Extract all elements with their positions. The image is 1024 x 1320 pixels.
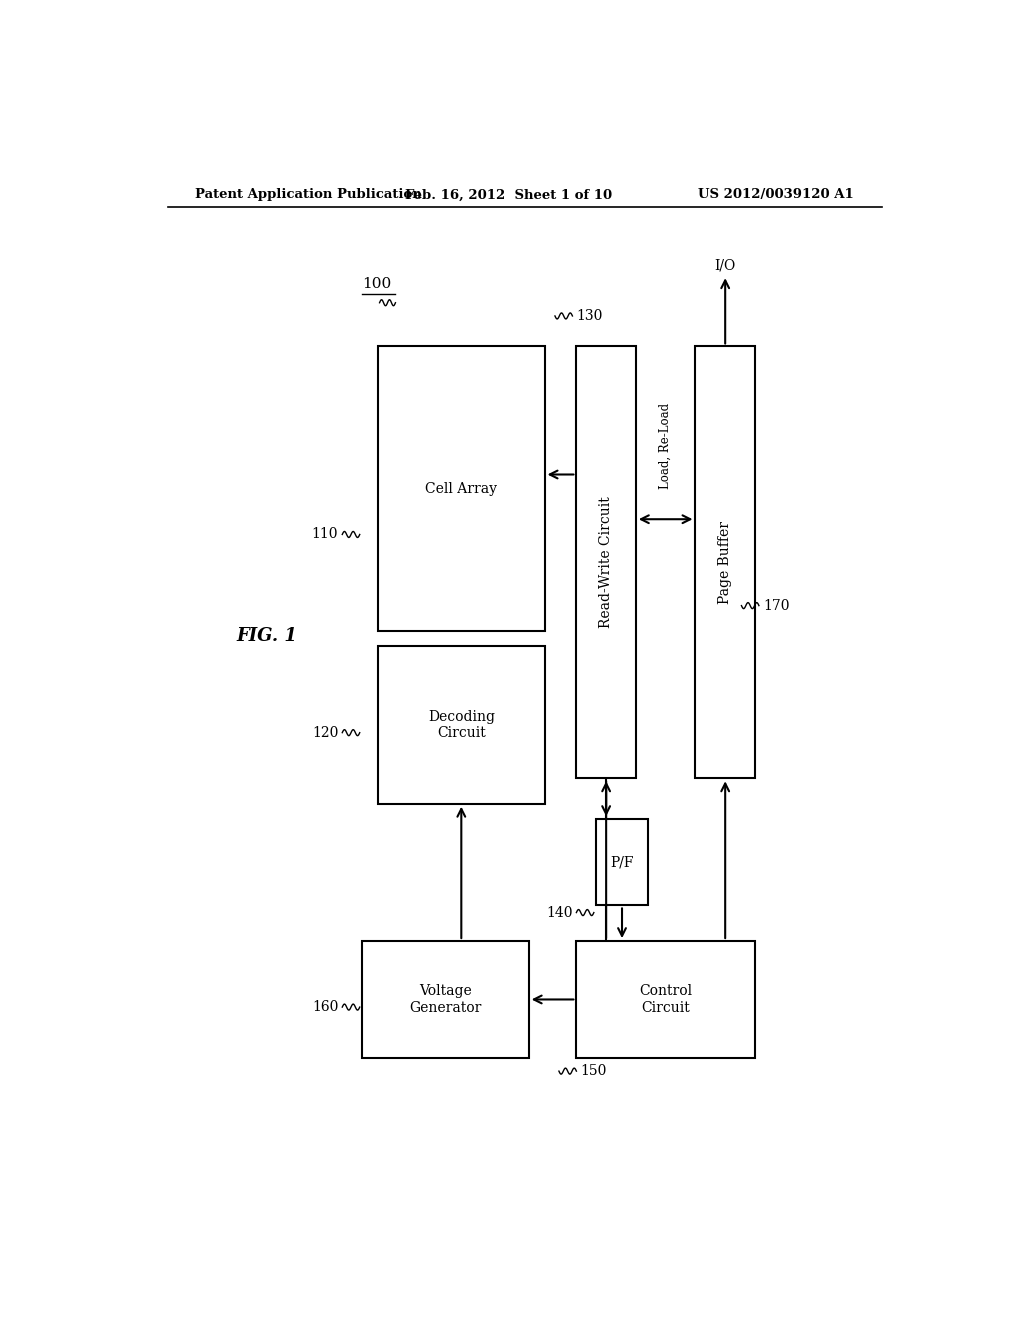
- Text: US 2012/0039120 A1: US 2012/0039120 A1: [698, 189, 854, 202]
- Text: Load, Re-Load: Load, Re-Load: [659, 403, 672, 488]
- Bar: [695, 346, 755, 779]
- Text: 150: 150: [581, 1064, 607, 1078]
- Text: 170: 170: [763, 598, 790, 612]
- Text: 120: 120: [312, 726, 338, 739]
- Text: Page Buffer: Page Buffer: [718, 521, 732, 605]
- Text: 160: 160: [312, 1001, 338, 1014]
- Text: 130: 130: [577, 309, 603, 323]
- Text: 140: 140: [546, 906, 572, 920]
- Text: 110: 110: [311, 528, 338, 541]
- Bar: [378, 346, 545, 631]
- Bar: [596, 818, 648, 906]
- Bar: [362, 941, 528, 1057]
- Text: Control
Circuit: Control Circuit: [639, 985, 692, 1015]
- Bar: [378, 647, 545, 804]
- Text: I/O: I/O: [715, 259, 736, 272]
- Text: Patent Application Publication: Patent Application Publication: [196, 189, 422, 202]
- Text: Cell Array: Cell Array: [425, 482, 498, 496]
- Bar: [577, 346, 636, 779]
- Text: FIG. 1: FIG. 1: [237, 627, 297, 645]
- Text: Decoding
Circuit: Decoding Circuit: [428, 710, 495, 741]
- Text: Read-Write Circuit: Read-Write Circuit: [599, 496, 613, 628]
- Bar: [577, 941, 755, 1057]
- Text: Feb. 16, 2012  Sheet 1 of 10: Feb. 16, 2012 Sheet 1 of 10: [406, 189, 612, 202]
- Text: P/F: P/F: [610, 855, 634, 870]
- Text: 100: 100: [362, 276, 391, 290]
- Text: Voltage
Generator: Voltage Generator: [410, 985, 481, 1015]
